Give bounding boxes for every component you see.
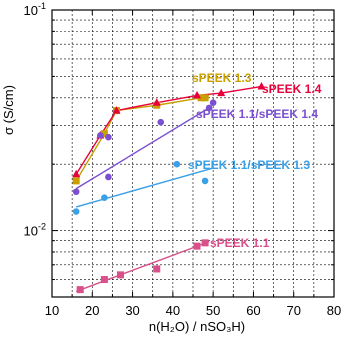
data-point	[152, 98, 161, 106]
data-point	[197, 94, 205, 102]
x-tick-label: 50	[206, 303, 220, 318]
data-point	[217, 88, 226, 97]
plot-frame	[51, 9, 335, 298]
series-label: sPEEK 1.1/sPEEK 1.4	[196, 107, 318, 121]
data-points-layer	[72, 81, 266, 294]
data-point	[72, 177, 80, 185]
x-axis-title: n(H₂O) / nSO₃H)	[149, 319, 245, 334]
fit-line	[75, 107, 210, 190]
data-point	[101, 194, 108, 201]
data-point	[100, 130, 108, 138]
data-point	[112, 106, 121, 114]
fit-line	[75, 167, 214, 208]
data-point	[153, 265, 161, 273]
y-tick-base: 10	[24, 224, 38, 239]
series-label: sPEEK 1.1	[210, 236, 270, 250]
series-label: sPEEK 1.1/sPEEK 1.3	[188, 158, 310, 172]
y-axis-title: σ (S/cm)	[1, 85, 16, 135]
y-tick-exponent: -2	[38, 222, 46, 232]
fit-line	[75, 241, 210, 293]
y-tick-base: 10	[24, 3, 38, 18]
data-point	[72, 188, 80, 196]
x-tick-label: 70	[286, 303, 300, 318]
series-label: sPEEK 1.3	[192, 71, 252, 85]
y-tick-exponent: -1	[38, 1, 46, 11]
y-tick-label: 10-2	[24, 222, 46, 239]
data-point	[257, 81, 266, 90]
y-tick-label: 10-1	[24, 1, 46, 18]
data-point	[201, 239, 209, 247]
data-point	[116, 271, 124, 279]
data-point	[76, 286, 84, 294]
data-point	[201, 177, 209, 185]
data-point	[72, 208, 80, 215]
series-label-layer: sPEEK 1.3 sPEEK 1.4 sPEEK 1.1/sPEEK 1.4 sPE…	[188, 71, 322, 250]
x-tick-label: 20	[85, 303, 99, 318]
data-point	[173, 160, 181, 168]
x-tick-label: 30	[125, 303, 139, 318]
data-point	[209, 99, 217, 106]
data-point	[205, 104, 213, 112]
x-tick-label: 80	[327, 303, 341, 318]
data-point	[72, 169, 81, 178]
data-point	[105, 133, 112, 141]
x-tick-label: 40	[166, 303, 180, 318]
x-tick-label: 10	[45, 303, 59, 318]
x-tick-label: 60	[246, 303, 260, 318]
series-label: sPEEK 1.4	[262, 82, 322, 96]
data-point	[193, 242, 201, 250]
grid-layer	[52, 10, 334, 297]
data-point	[193, 90, 202, 99]
data-point	[105, 173, 112, 181]
data-point	[100, 276, 108, 284]
data-point	[157, 118, 165, 126]
data-point	[97, 132, 104, 139]
data-point	[201, 94, 209, 102]
